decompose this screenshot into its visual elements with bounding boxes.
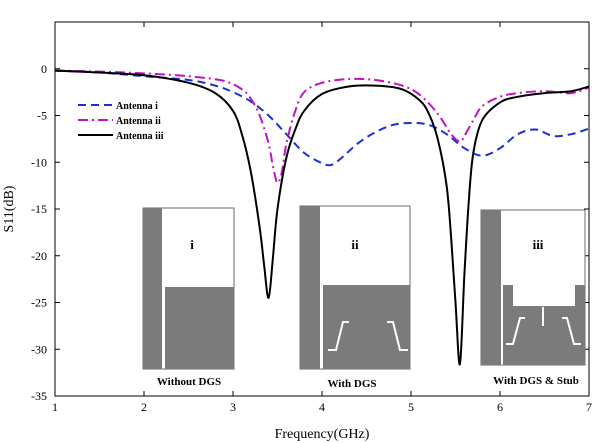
inset-antenna-ii: ii xyxy=(299,205,411,370)
inset-antenna-iii: iii xyxy=(480,209,586,366)
x-tick-label: 6 xyxy=(497,400,503,414)
y-tick-label: -25 xyxy=(31,296,47,310)
x-tick-label: 7 xyxy=(586,400,592,414)
x-tick-label: 5 xyxy=(408,400,414,414)
inset-ii-caption: With DGS xyxy=(327,378,376,390)
x-tick-label: 2 xyxy=(141,400,147,414)
y-tick-label: -30 xyxy=(31,342,47,356)
y-tick-label: -20 xyxy=(31,249,47,263)
x-tick-label: 4 xyxy=(319,400,325,414)
legend: Antenna i Antenna ii Antenna iii xyxy=(78,101,164,142)
legend-label-antenna-i: Antenna i xyxy=(116,101,158,112)
series-line-antenna-ii xyxy=(54,69,590,184)
y-axis-label: S11(dB) xyxy=(2,185,17,232)
x-tick-label: 1 xyxy=(52,400,58,414)
series-layer xyxy=(54,69,590,366)
x-axis-label: Frequency(GHz) xyxy=(275,427,370,442)
inset-i-caption: Without DGS xyxy=(157,376,221,388)
y-tick-label: 0 xyxy=(41,62,47,76)
series-line-antenna-iii xyxy=(54,69,590,366)
series-line-antenna-i xyxy=(54,69,590,167)
inset-ii-label: ii xyxy=(351,237,359,252)
legend-label-antenna-iii: Antenna iii xyxy=(116,131,164,142)
inset-iii-caption: With DGS & Stub xyxy=(493,375,579,387)
inset-antenna-i: i xyxy=(142,207,235,370)
legend-label-antenna-ii: Antenna ii xyxy=(116,116,161,127)
y-tick-label: -10 xyxy=(31,155,47,169)
y-tick-label: -15 xyxy=(31,202,47,216)
inset-i-label: i xyxy=(190,237,194,252)
x-tick-label: 3 xyxy=(230,400,236,414)
y-tick-label: -5 xyxy=(37,109,47,123)
inset-iii-label: iii xyxy=(533,237,544,252)
axis-ticks: 1 2 3 4 5 6 7 0 -5 -10 -15 -20 -25 -30 -35 xyxy=(31,22,592,414)
y-tick-label: -35 xyxy=(31,389,47,403)
